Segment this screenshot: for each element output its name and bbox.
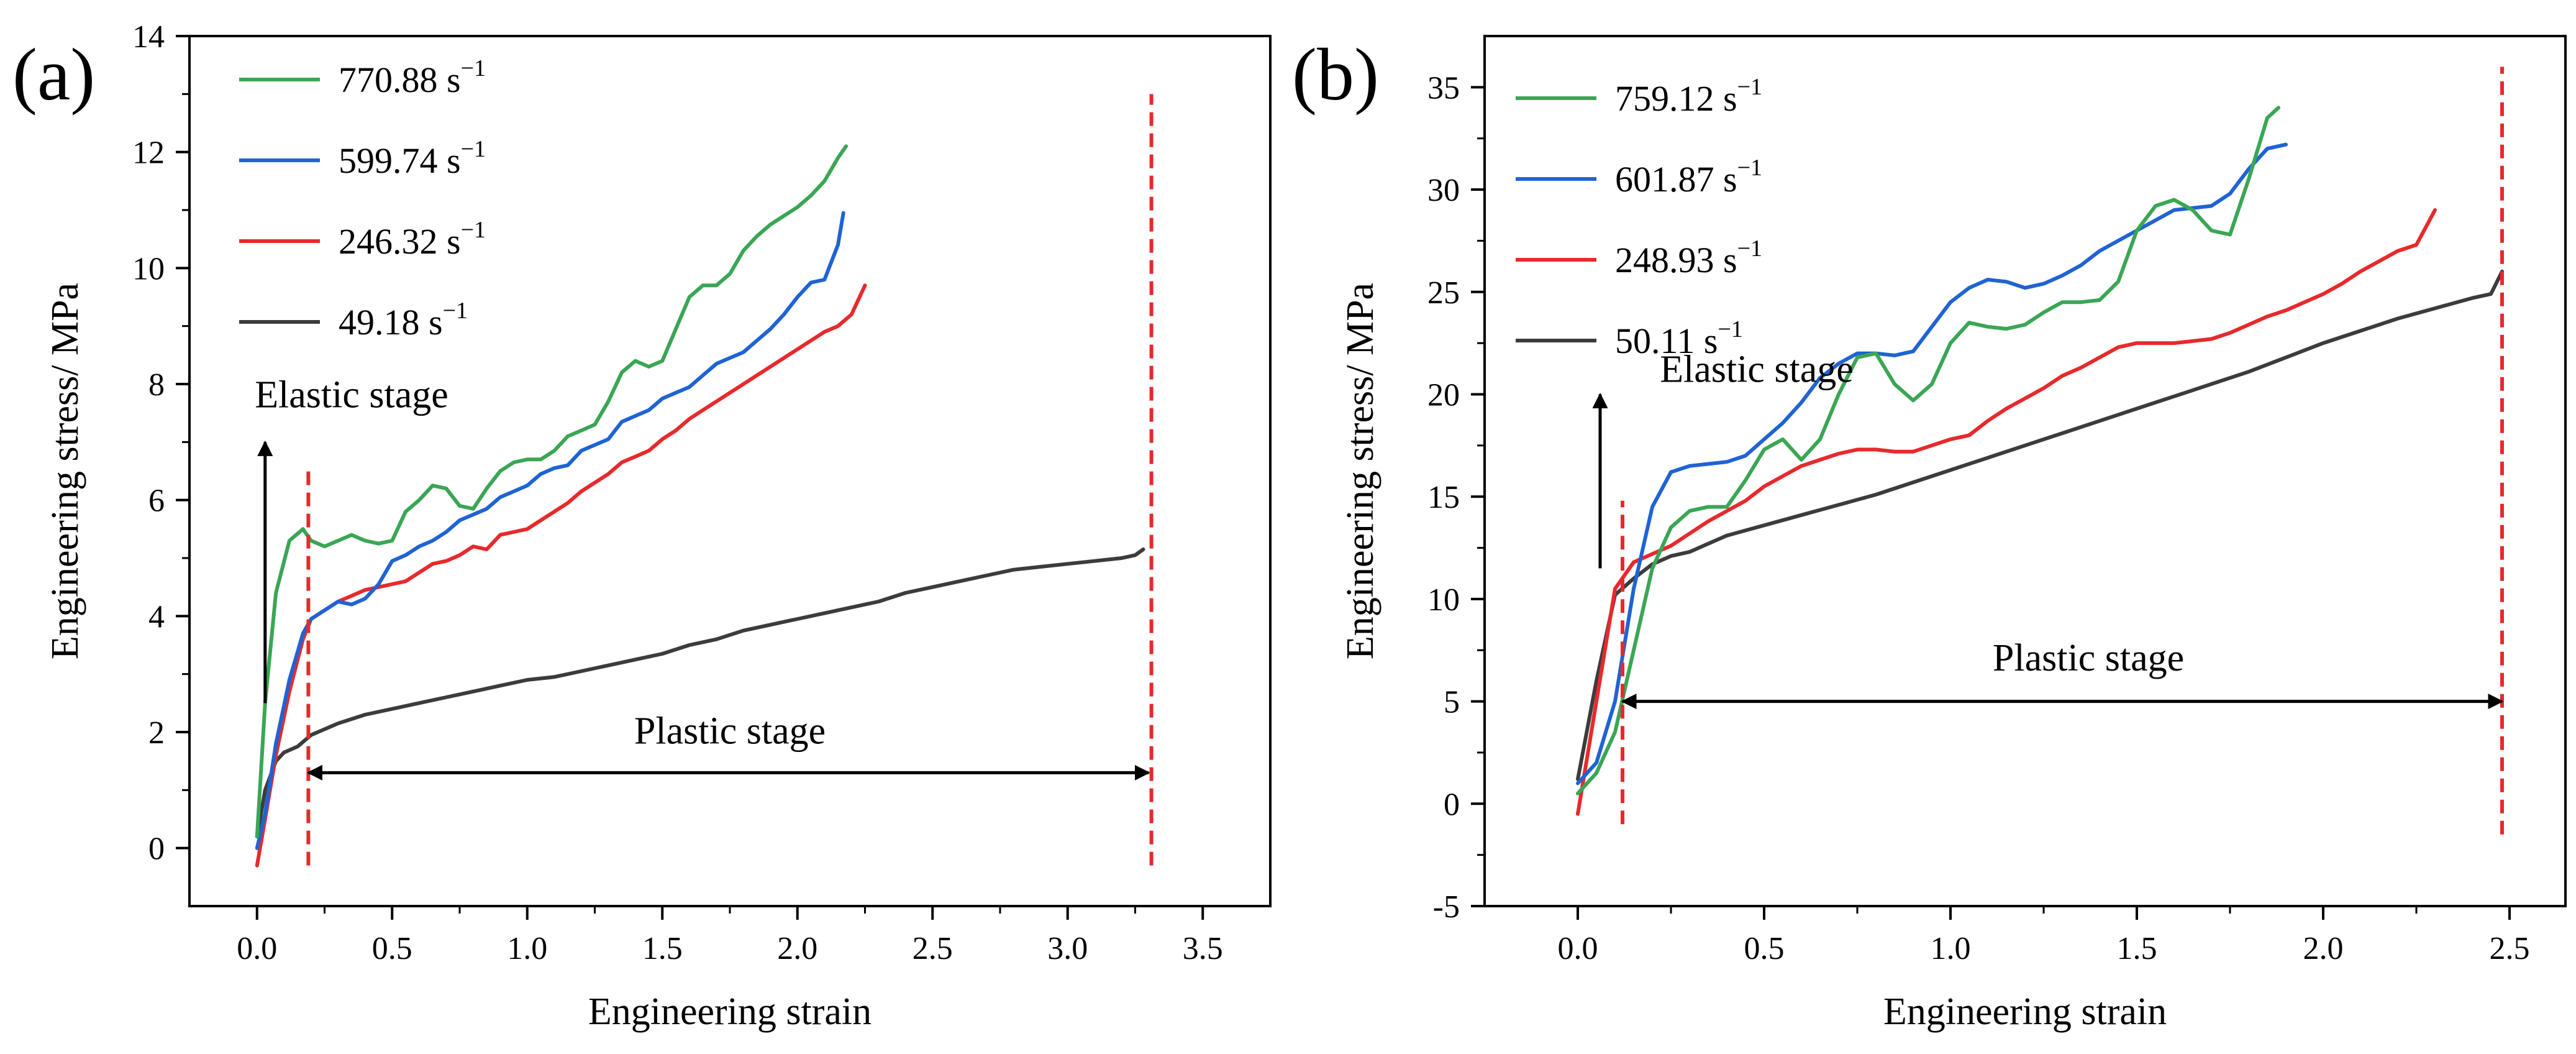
elastic-stage-label: Elastic stage — [255, 373, 448, 416]
legend-label: 599.74 s — [339, 140, 461, 181]
legend-label: 246.32 s — [339, 221, 461, 262]
series-line-60187 — [1576, 142, 2288, 786]
series-group — [1576, 106, 2504, 816]
legend-unit-superscript: −1 — [1737, 236, 1762, 262]
x-tick-label: 1.5 — [642, 931, 683, 966]
series-line-77088 — [255, 144, 849, 838]
plastic-stage-label: Plastic stage — [1993, 637, 2184, 679]
legend-label: 601.87 s — [1615, 159, 1737, 199]
y-tick-label: 30 — [1427, 173, 1460, 208]
x-tick-label: 2.0 — [2303, 931, 2344, 966]
legend-unit-superscript: −1 — [443, 298, 468, 324]
legend-label: 248.93 s — [1615, 240, 1737, 280]
legend-unit-superscript: −1 — [1737, 155, 1762, 181]
x-tick-label: 3.0 — [1047, 931, 1088, 966]
panel-label: (a) — [12, 33, 95, 116]
panel-b: (b) 0.0 0.5 1.0 1.5 2.0 2.5 -5 0 5 10 15 20 25 30 35 Eng… — [1292, 33, 2567, 1033]
y-tick-label: 4 — [148, 599, 165, 635]
legend-entry: 601.87 s−1 — [1615, 155, 1762, 199]
legend-entry: 248.93 s−1 — [1615, 236, 1762, 280]
legend-label: 50.11 s — [1615, 321, 1718, 361]
y-tick-label: 6 — [148, 483, 165, 519]
y-tick-label: 10 — [1427, 582, 1460, 618]
legend-entry: 246.32 s−1 — [339, 217, 486, 262]
series-line-75912 — [1576, 106, 2280, 795]
legend-entry: 599.74 s−1 — [339, 136, 486, 181]
x-tick-label: 1.0 — [1931, 931, 1971, 966]
legend-unit-superscript: −1 — [1718, 316, 1742, 342]
legend-unit-superscript: −1 — [461, 55, 486, 81]
y-tick-label: 20 — [1427, 377, 1460, 413]
x-tick-label: 2.0 — [777, 931, 817, 966]
y-tick-label: 8 — [148, 367, 165, 403]
y-tick-label: 15 — [1427, 480, 1460, 515]
y-tick-label: 10 — [132, 251, 165, 286]
y-axis-label: Engineering stress/ MPa — [1339, 283, 1381, 659]
y-tick-label: 14 — [132, 19, 165, 55]
legend-label: 770.88 s — [339, 60, 461, 100]
legend-unit-superscript: −1 — [461, 217, 486, 243]
y-tick-label: -5 — [1433, 889, 1460, 925]
legend-label: 759.12 s — [1615, 78, 1737, 119]
x-tick-label: 0.5 — [372, 931, 412, 966]
legend-entry: 759.12 s−1 — [1615, 74, 1762, 119]
panel-a: (a) 0.0 0.5 1.0 1.5 2.0 2.5 3.0 3.5 0 2 4 6 8 10 12 14 En… — [12, 19, 1272, 1033]
plastic-stage-label: Plastic stage — [634, 710, 826, 753]
x-axis-label: Engineering strain — [1883, 991, 2167, 1033]
y-tick-label: 35 — [1427, 70, 1460, 106]
x-tick-label: 1.5 — [2117, 931, 2157, 966]
series-line-24632 — [255, 283, 867, 868]
series-line-5011 — [1576, 269, 2504, 781]
x-axis-label: Engineering strain — [588, 991, 872, 1033]
legend-unit-superscript: −1 — [461, 136, 486, 162]
series-line-4918 — [255, 548, 1145, 838]
panel-label: (b) — [1292, 33, 1379, 116]
plot-frame — [1483, 35, 2567, 907]
series-group — [255, 144, 1145, 868]
y-tick-label: 0 — [1444, 787, 1460, 822]
x-tick-label: 1.0 — [507, 931, 547, 966]
legend-unit-superscript: −1 — [1737, 74, 1762, 100]
series-line-24893 — [1576, 208, 2437, 816]
y-tick-label: 12 — [132, 135, 165, 171]
legend-entry: 770.88 s−1 — [339, 55, 486, 100]
x-tick-label: 0.5 — [1744, 931, 1785, 966]
x-tick-label: 2.5 — [2490, 931, 2530, 966]
x-tick-label: 2.5 — [913, 931, 953, 966]
y-axis-label: Engineering stress/ MPa — [44, 283, 86, 659]
series-line-59974 — [255, 211, 845, 850]
x-tick-label: 0.0 — [237, 931, 277, 966]
x-tick-label: 0.0 — [1558, 931, 1598, 966]
y-tick-label: 0 — [148, 832, 165, 867]
y-tick-label: 2 — [148, 715, 165, 751]
x-tick-label: 3.5 — [1183, 931, 1223, 966]
y-tick-label: 5 — [1444, 685, 1460, 720]
legend-label: 49.18 s — [339, 302, 443, 342]
elastic-stage-label: Elastic stage — [1660, 349, 1854, 391]
y-tick-label: 25 — [1427, 275, 1460, 311]
legend-entry: 49.18 s−1 — [339, 298, 468, 342]
legend-entry: 50.11 s−1 — [1615, 316, 1743, 361]
